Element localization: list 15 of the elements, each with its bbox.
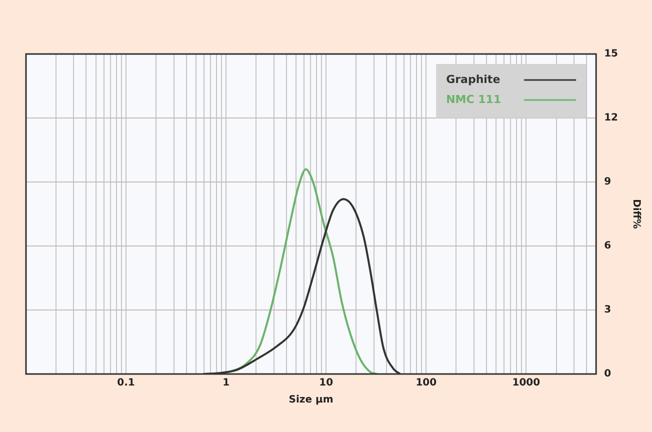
x-tick-label: 0.1 [117, 378, 135, 389]
legend-label: Graphite [446, 72, 500, 86]
y-tick-label: 0 [604, 368, 612, 380]
y-tick-label: 3 [604, 304, 612, 316]
y-tick-label: 6 [604, 240, 612, 252]
x-tick-label: 1000 [512, 378, 540, 389]
x-axis-title: Size µm [288, 394, 334, 406]
x-tick-label: 1 [222, 378, 230, 389]
y-tick-label: 12 [604, 112, 618, 124]
y-tick-label: 15 [604, 48, 618, 60]
y-tick-label: 9 [604, 176, 612, 188]
legend-label: NMC 111 [446, 92, 502, 106]
y-axis-title: Diff% [630, 199, 642, 229]
x-tick-label: 10 [319, 378, 334, 389]
x-tick-label: 100 [416, 378, 437, 389]
